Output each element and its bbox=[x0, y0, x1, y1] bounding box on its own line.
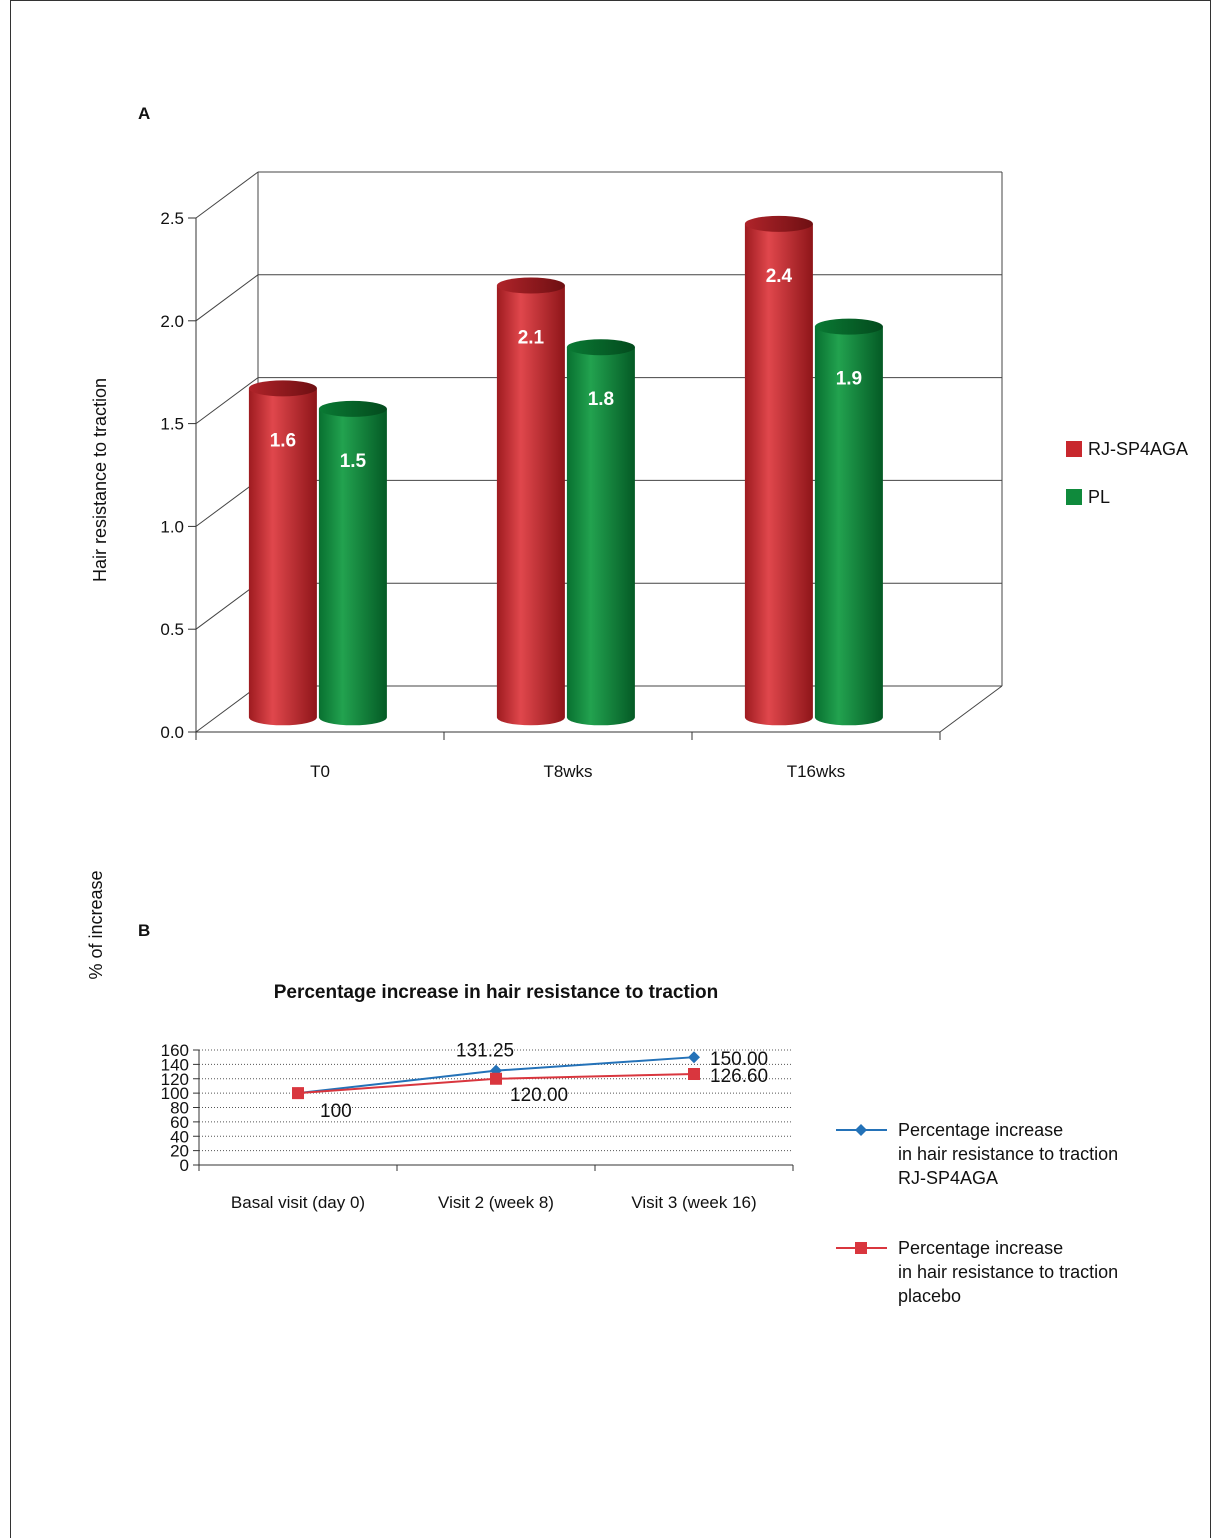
figure-frame bbox=[10, 0, 1211, 1538]
y-tick-label: 1.0 bbox=[160, 517, 184, 536]
legend-swatch-pl bbox=[1066, 489, 1082, 505]
bar-top bbox=[814, 318, 883, 335]
bar-RJ-SP4AGA-T0: 1.6 bbox=[248, 380, 317, 726]
panel-b: B Percentage increase in hair resistance … bbox=[86, 870, 1118, 1306]
bar-top bbox=[566, 339, 635, 356]
x-tick-label: Visit 2 (week 8) bbox=[438, 1193, 554, 1212]
bar-PL-T16wks: 1.9 bbox=[814, 318, 883, 726]
bar-top bbox=[248, 380, 317, 397]
floor-right-edge bbox=[939, 685, 1003, 733]
bar-body bbox=[248, 388, 317, 726]
data-label: 120.00 bbox=[510, 1085, 568, 1106]
legend-label: RJ-SP4AGA bbox=[1088, 439, 1188, 459]
gridline-side bbox=[195, 274, 259, 322]
y-tick-label: 0.0 bbox=[160, 723, 184, 742]
legend-label: PL bbox=[1088, 487, 1110, 507]
bar-top bbox=[496, 277, 565, 294]
y-tick-label: 60 bbox=[170, 1113, 189, 1132]
y-tick-label: 2.5 bbox=[160, 209, 184, 228]
legend-label: Percentage increase bbox=[898, 1238, 1063, 1258]
y-tick-label: 2.0 bbox=[160, 312, 184, 331]
y-tick-label: 1.5 bbox=[160, 415, 184, 434]
panel-a: A 0.0 0.5 1.0 1.5 2.0 2.5 T0 T8wks T16wks Hair res… bbox=[90, 104, 1188, 781]
data-label: 1.8 bbox=[588, 389, 614, 410]
bar-body bbox=[566, 347, 635, 726]
legend-label: Percentage increase bbox=[898, 1120, 1063, 1140]
bar-body bbox=[814, 326, 883, 726]
data-label: 131.25 bbox=[456, 1041, 514, 1062]
bar-RJ-SP4AGA-T8wks: 2.1 bbox=[496, 277, 565, 726]
y-tick-label: 20 bbox=[170, 1142, 189, 1161]
bar-body bbox=[318, 408, 387, 726]
x-tick-label: T8wks bbox=[543, 762, 592, 781]
legend-label: RJ-SP4AGA bbox=[898, 1168, 998, 1188]
data-label: 100 bbox=[320, 1101, 352, 1122]
y-axis-title: Hair resistance to traction bbox=[90, 378, 110, 582]
data-label: 1.9 bbox=[836, 369, 862, 390]
data-point bbox=[688, 1068, 700, 1081]
data-label: 2.4 bbox=[766, 266, 793, 287]
bar-PL-T8wks: 1.8 bbox=[566, 339, 635, 726]
legend-label: placebo bbox=[898, 1286, 961, 1306]
y-tick-label: 120 bbox=[161, 1070, 189, 1089]
data-label: 126.60 bbox=[710, 1066, 768, 1087]
bar-body bbox=[744, 223, 813, 726]
y-tick-label: 100 bbox=[161, 1084, 189, 1103]
data-label: 1.6 bbox=[270, 430, 296, 451]
bar-body bbox=[496, 285, 565, 726]
y-tick-label: 160 bbox=[161, 1041, 189, 1060]
legend-swatch-rj-sp4aga bbox=[1066, 441, 1082, 457]
bar-top bbox=[318, 400, 387, 417]
x-tick-label: T16wks bbox=[787, 762, 846, 781]
bar-top bbox=[744, 215, 813, 232]
gridline-side bbox=[195, 479, 259, 527]
legend-marker bbox=[855, 1242, 867, 1254]
data-label: 150.00 bbox=[710, 1049, 768, 1070]
y-tick-label: 0.5 bbox=[160, 620, 184, 639]
panel-label-a: A bbox=[138, 104, 150, 123]
data-point bbox=[292, 1087, 304, 1100]
x-tick-label: Visit 3 (week 16) bbox=[631, 1193, 756, 1212]
chart-title: Percentage increase in hair resistance t… bbox=[274, 982, 719, 1003]
legend-item-placebo: Percentage increase in hair resistance to… bbox=[836, 1238, 1118, 1306]
gridline-side bbox=[195, 377, 259, 425]
y-tick-label: 0 bbox=[180, 1156, 189, 1175]
gridline-side bbox=[195, 582, 259, 630]
legend-label: in hair resistance to traction bbox=[898, 1144, 1118, 1164]
data-label: 1.5 bbox=[340, 451, 367, 472]
gridline-side bbox=[195, 171, 259, 219]
data-point bbox=[490, 1072, 502, 1085]
y-tick-label: 140 bbox=[161, 1055, 189, 1074]
legend-marker bbox=[855, 1124, 867, 1136]
y-tick-label: 40 bbox=[170, 1127, 189, 1146]
legend-item-rj-sp4aga: Percentage increase in hair resistance to… bbox=[836, 1120, 1118, 1188]
y-axis-title: % of increase bbox=[86, 870, 106, 979]
gridline-side bbox=[195, 685, 259, 733]
panel-label-b: B bbox=[138, 921, 150, 940]
data-point bbox=[688, 1051, 700, 1064]
legend-label: in hair resistance to traction bbox=[898, 1262, 1118, 1282]
y-tick-label: 80 bbox=[170, 1099, 189, 1118]
x-tick-label: Basal visit (day 0) bbox=[231, 1193, 365, 1212]
data-label: 2.1 bbox=[518, 328, 545, 349]
x-tick-label: T0 bbox=[310, 762, 330, 781]
bar-RJ-SP4AGA-T16wks: 2.4 bbox=[744, 215, 813, 726]
bar-PL-T0: 1.5 bbox=[318, 400, 387, 726]
